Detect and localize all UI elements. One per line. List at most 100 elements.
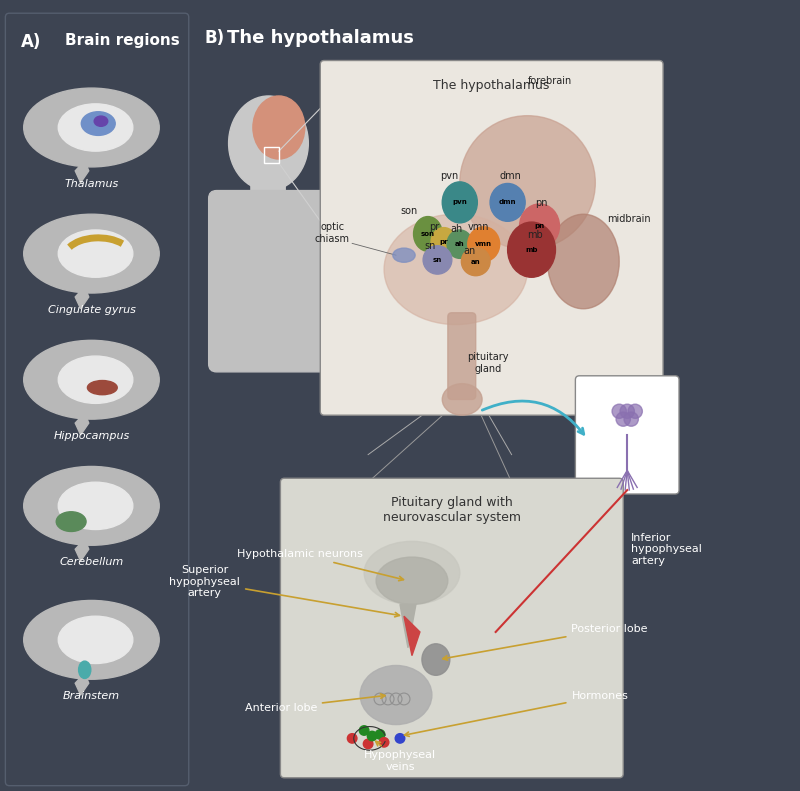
Text: Superior
hypophyseal
artery: Superior hypophyseal artery bbox=[170, 566, 399, 617]
Ellipse shape bbox=[24, 340, 159, 419]
Text: pn: pn bbox=[535, 199, 548, 208]
Polygon shape bbox=[75, 286, 89, 308]
Text: Hormones: Hormones bbox=[405, 691, 628, 736]
Bar bbox=[265, 147, 279, 163]
Ellipse shape bbox=[94, 116, 108, 127]
Ellipse shape bbox=[422, 644, 450, 676]
Text: son: son bbox=[421, 231, 435, 237]
Ellipse shape bbox=[384, 214, 527, 324]
Ellipse shape bbox=[460, 115, 595, 250]
Ellipse shape bbox=[359, 726, 369, 735]
Ellipse shape bbox=[628, 404, 642, 418]
FancyBboxPatch shape bbox=[281, 479, 623, 778]
Ellipse shape bbox=[490, 184, 525, 221]
Text: Posterior lobe: Posterior lobe bbox=[443, 624, 648, 660]
Ellipse shape bbox=[431, 228, 457, 256]
Ellipse shape bbox=[58, 230, 133, 278]
Ellipse shape bbox=[360, 665, 432, 725]
Text: Hypophyseal
veins: Hypophyseal veins bbox=[364, 741, 436, 772]
Text: The hypothalamus: The hypothalamus bbox=[434, 78, 550, 92]
Ellipse shape bbox=[58, 104, 133, 151]
Ellipse shape bbox=[24, 214, 159, 293]
Ellipse shape bbox=[253, 96, 305, 159]
Ellipse shape bbox=[367, 732, 377, 740]
Text: midbrain: midbrain bbox=[607, 214, 651, 224]
Ellipse shape bbox=[58, 616, 133, 664]
Ellipse shape bbox=[414, 217, 442, 252]
Ellipse shape bbox=[447, 230, 473, 259]
Polygon shape bbox=[400, 604, 416, 648]
Ellipse shape bbox=[547, 214, 619, 308]
Text: pituitary
gland: pituitary gland bbox=[467, 352, 509, 374]
Text: Brain regions: Brain regions bbox=[65, 33, 180, 48]
Ellipse shape bbox=[624, 412, 638, 426]
Text: B): B) bbox=[205, 29, 225, 47]
Ellipse shape bbox=[379, 737, 389, 747]
Text: an: an bbox=[464, 246, 476, 255]
Text: pvn: pvn bbox=[440, 171, 458, 180]
Ellipse shape bbox=[78, 661, 90, 679]
Text: Pituitary gland with
neurovascular system: Pituitary gland with neurovascular syste… bbox=[383, 497, 521, 524]
FancyBboxPatch shape bbox=[251, 167, 285, 206]
Polygon shape bbox=[75, 413, 89, 435]
Ellipse shape bbox=[508, 222, 555, 278]
FancyBboxPatch shape bbox=[448, 312, 476, 399]
Ellipse shape bbox=[82, 112, 115, 135]
Ellipse shape bbox=[423, 246, 452, 274]
Text: Thalamus: Thalamus bbox=[64, 179, 118, 189]
Text: vmn: vmn bbox=[475, 241, 492, 247]
FancyBboxPatch shape bbox=[6, 13, 189, 785]
FancyBboxPatch shape bbox=[209, 191, 328, 372]
Ellipse shape bbox=[612, 404, 626, 418]
Ellipse shape bbox=[395, 733, 405, 743]
Ellipse shape bbox=[462, 248, 490, 276]
Ellipse shape bbox=[375, 730, 385, 739]
Text: sn: sn bbox=[424, 241, 435, 251]
Text: dmn: dmn bbox=[500, 171, 522, 180]
Text: sn: sn bbox=[433, 257, 442, 263]
Text: mb: mb bbox=[526, 247, 538, 252]
Text: A): A) bbox=[22, 33, 42, 51]
Text: Anterior lobe: Anterior lobe bbox=[245, 694, 385, 713]
Ellipse shape bbox=[468, 227, 500, 262]
Ellipse shape bbox=[363, 739, 373, 748]
Text: Cingulate gyrus: Cingulate gyrus bbox=[47, 305, 135, 315]
Ellipse shape bbox=[347, 733, 357, 743]
Text: Cerebellum: Cerebellum bbox=[59, 557, 123, 567]
Ellipse shape bbox=[24, 600, 159, 679]
Ellipse shape bbox=[56, 512, 86, 532]
Ellipse shape bbox=[58, 483, 133, 529]
Text: ah: ah bbox=[455, 241, 465, 247]
Ellipse shape bbox=[442, 384, 482, 415]
Text: Brainstem: Brainstem bbox=[63, 691, 120, 701]
Text: mb: mb bbox=[527, 230, 543, 240]
FancyBboxPatch shape bbox=[320, 60, 663, 415]
Text: Inferior
hypophyseal
artery: Inferior hypophyseal artery bbox=[631, 532, 702, 566]
Ellipse shape bbox=[87, 380, 118, 395]
Ellipse shape bbox=[24, 88, 159, 167]
Text: pr: pr bbox=[439, 239, 448, 244]
FancyBboxPatch shape bbox=[575, 376, 679, 494]
Text: pvn: pvn bbox=[453, 199, 467, 206]
Polygon shape bbox=[75, 673, 89, 695]
Ellipse shape bbox=[58, 356, 133, 403]
Text: forebrain: forebrain bbox=[527, 76, 572, 86]
Text: pr: pr bbox=[429, 222, 439, 232]
Text: an: an bbox=[471, 259, 481, 264]
Text: ah: ah bbox=[450, 225, 462, 234]
Text: Hypothalamic neurons: Hypothalamic neurons bbox=[237, 549, 403, 581]
Text: son: son bbox=[400, 206, 418, 216]
Ellipse shape bbox=[519, 204, 559, 248]
Ellipse shape bbox=[24, 467, 159, 545]
Ellipse shape bbox=[376, 557, 448, 604]
Polygon shape bbox=[404, 616, 420, 656]
Text: vmn: vmn bbox=[468, 222, 490, 232]
Ellipse shape bbox=[616, 412, 630, 426]
Text: optic
chiasm: optic chiasm bbox=[314, 222, 350, 244]
Ellipse shape bbox=[620, 404, 634, 418]
Text: dmn: dmn bbox=[499, 199, 516, 206]
Ellipse shape bbox=[229, 96, 308, 191]
Ellipse shape bbox=[393, 248, 415, 263]
Ellipse shape bbox=[364, 541, 460, 604]
Ellipse shape bbox=[442, 182, 478, 223]
